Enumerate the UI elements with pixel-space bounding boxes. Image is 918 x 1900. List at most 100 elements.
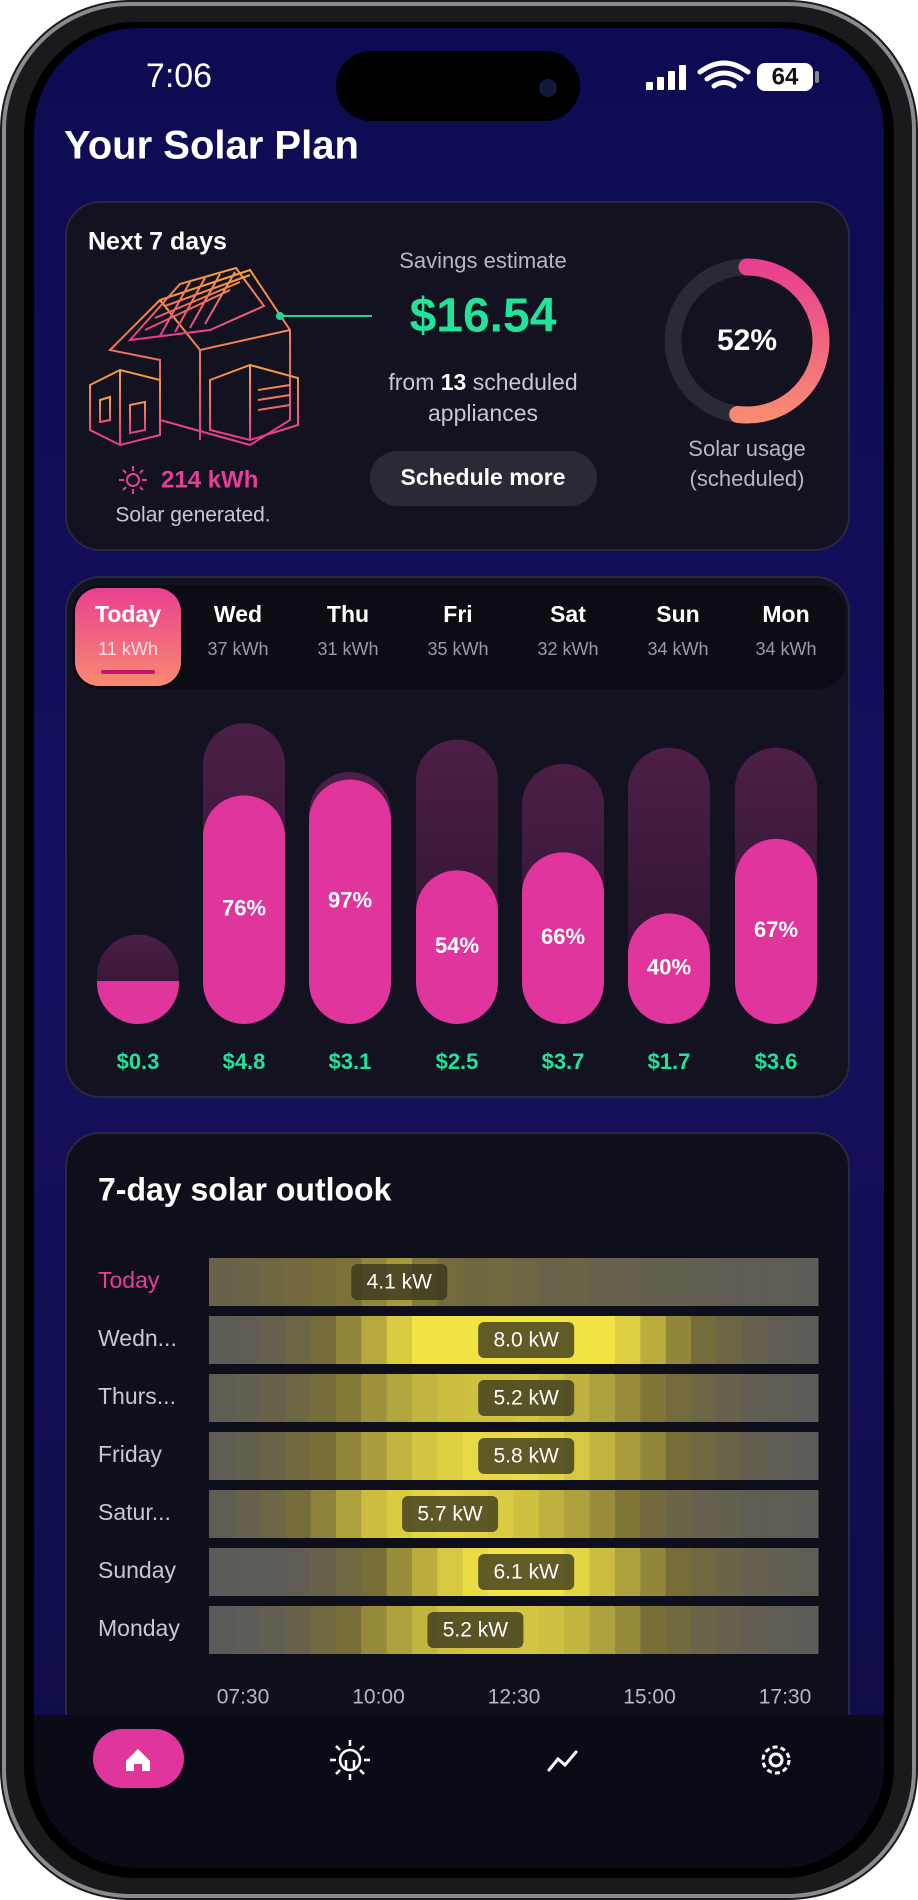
heat-cell bbox=[437, 1374, 464, 1422]
schedule-button[interactable] bbox=[370, 451, 597, 506]
heat-cell bbox=[640, 1258, 667, 1306]
signal-icon bbox=[646, 65, 686, 90]
heat-cell bbox=[412, 1374, 438, 1422]
bar-solar bbox=[628, 913, 710, 1024]
tab-day[interactable]: Mon bbox=[762, 601, 809, 627]
heat-cell bbox=[538, 1490, 565, 1538]
tab-underline bbox=[101, 670, 155, 674]
heat-cell bbox=[741, 1548, 768, 1596]
heat-cell bbox=[234, 1258, 261, 1306]
heat-cell bbox=[335, 1606, 362, 1654]
heat-cell bbox=[259, 1606, 286, 1654]
heat-cell bbox=[310, 1316, 337, 1364]
heat-cell bbox=[767, 1548, 794, 1596]
heat-cell bbox=[665, 1606, 692, 1654]
nav-solar[interactable] bbox=[330, 1740, 370, 1780]
bar-percent-label: 40% bbox=[647, 955, 691, 980]
heat-cell bbox=[335, 1432, 362, 1480]
heat-cell bbox=[412, 1316, 438, 1364]
heat-cell bbox=[488, 1258, 514, 1306]
bar-percent-label: 76% bbox=[222, 896, 266, 921]
heat-cell bbox=[767, 1490, 794, 1538]
tab-day[interactable]: Thu bbox=[327, 601, 369, 627]
tab-day[interactable]: Sat bbox=[550, 601, 586, 627]
savings-value: $16.54 bbox=[410, 290, 557, 343]
heat-cell bbox=[665, 1432, 692, 1480]
heat-cell bbox=[209, 1490, 235, 1538]
bar-cost: $2.5 bbox=[436, 1049, 479, 1074]
tab-energy[interactable]: 37 kWh bbox=[207, 639, 268, 659]
heat-cell bbox=[741, 1432, 768, 1480]
bar-percent-label: 54% bbox=[435, 933, 479, 958]
heat-cell bbox=[234, 1432, 261, 1480]
tab-energy[interactable]: 35 kWh bbox=[427, 639, 488, 659]
heat-cell bbox=[259, 1432, 286, 1480]
heat-cell bbox=[437, 1548, 464, 1596]
tab-day[interactable]: Today bbox=[95, 601, 161, 627]
dynamic-island bbox=[336, 51, 580, 121]
heat-cell bbox=[792, 1606, 819, 1654]
time-tick-label: 17:30 bbox=[759, 1686, 812, 1709]
heat-cell bbox=[716, 1606, 743, 1654]
tab-day[interactable]: Wed bbox=[214, 601, 262, 627]
heat-cell bbox=[589, 1548, 616, 1596]
heat-cell bbox=[767, 1606, 794, 1654]
heat-cell bbox=[589, 1606, 616, 1654]
day-tabs bbox=[72, 585, 846, 689]
heat-cell bbox=[741, 1258, 768, 1306]
heat-cell bbox=[361, 1374, 388, 1422]
heat-cell bbox=[513, 1258, 540, 1306]
tab-energy[interactable]: 32 kWh bbox=[537, 639, 598, 659]
bar-cost: $0.3 bbox=[117, 1049, 160, 1074]
home-icon[interactable] bbox=[126, 1749, 150, 1771]
heat-cell bbox=[640, 1606, 667, 1654]
bar-solar bbox=[522, 852, 604, 1024]
heat-cell bbox=[767, 1432, 794, 1480]
usage-label: (scheduled) bbox=[690, 466, 805, 491]
peak-label: 4.1 kW bbox=[367, 1271, 433, 1294]
status-time: 7:06 bbox=[146, 57, 212, 95]
heat-cell bbox=[285, 1258, 311, 1306]
bar-cost: $1.7 bbox=[648, 1049, 691, 1074]
nav-trends[interactable] bbox=[547, 1750, 578, 1772]
heat-cell bbox=[285, 1316, 311, 1364]
battery-icon bbox=[757, 63, 813, 91]
heat-cell bbox=[234, 1606, 261, 1654]
heat-cell bbox=[209, 1606, 235, 1654]
tab-day[interactable]: Sun bbox=[656, 601, 699, 627]
heat-cell bbox=[310, 1490, 337, 1538]
outlook-row-label: Friday bbox=[98, 1441, 162, 1467]
heat-cell bbox=[716, 1316, 743, 1364]
peak-badge bbox=[402, 1496, 499, 1532]
solar-generated-label: Solar generated. bbox=[115, 504, 270, 527]
tab-selected[interactable] bbox=[75, 588, 181, 686]
heat-cell bbox=[335, 1374, 362, 1422]
savings-label: Savings estimate bbox=[399, 248, 567, 273]
camera bbox=[539, 79, 557, 97]
heat-cell bbox=[361, 1548, 388, 1596]
heat-cell bbox=[361, 1490, 388, 1538]
heat-cell bbox=[792, 1258, 819, 1306]
peak-badge bbox=[478, 1438, 575, 1474]
tab-energy[interactable]: 11 kWh bbox=[98, 639, 158, 659]
tab-energy[interactable]: 34 kWh bbox=[647, 639, 708, 659]
heat-cell bbox=[234, 1548, 261, 1596]
heat-cell bbox=[792, 1490, 819, 1538]
heat-cell bbox=[437, 1432, 464, 1480]
tab-day[interactable]: Fri bbox=[443, 601, 472, 627]
tab-energy[interactable]: 34 kWh bbox=[755, 639, 816, 659]
heat-cell bbox=[361, 1606, 388, 1654]
heat-cell bbox=[640, 1432, 667, 1480]
tab-energy[interactable]: 31 kWh bbox=[317, 639, 378, 659]
heat-cell bbox=[412, 1548, 438, 1596]
schedule-button-label[interactable]: Schedule more bbox=[401, 464, 566, 490]
heat-cell bbox=[615, 1548, 641, 1596]
heat-cell bbox=[716, 1490, 743, 1538]
bar-cost: $3.6 bbox=[755, 1049, 798, 1074]
nav-settings[interactable] bbox=[761, 1745, 791, 1775]
heat-cell bbox=[741, 1316, 768, 1364]
house-illustration bbox=[89, 266, 299, 447]
bar-solar bbox=[203, 795, 285, 1024]
heat-cell bbox=[741, 1490, 768, 1538]
